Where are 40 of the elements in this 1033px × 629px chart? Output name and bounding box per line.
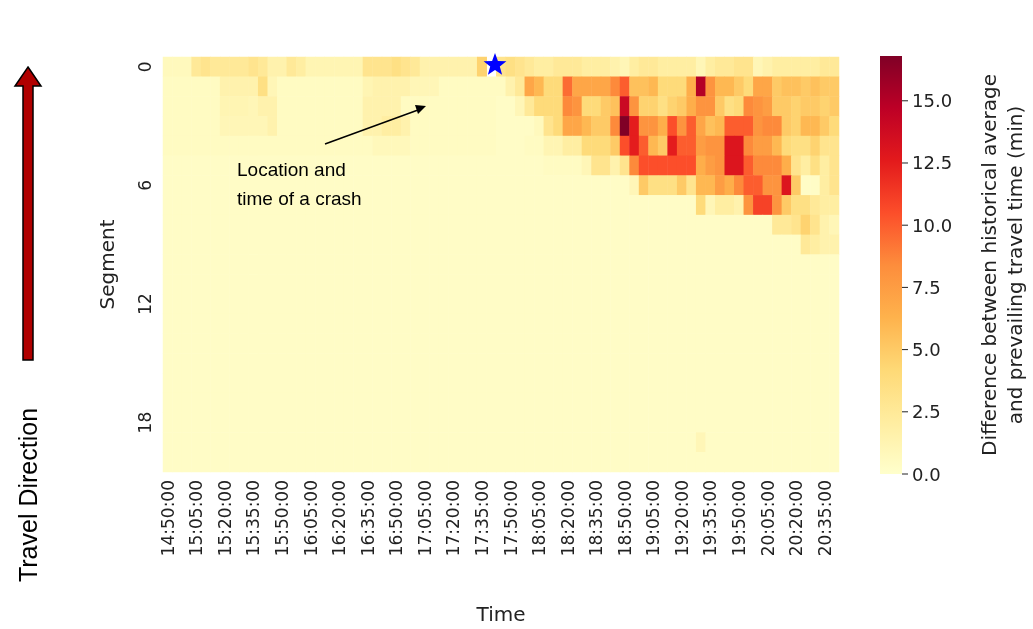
color-bar-label: 2.5 [912, 401, 941, 423]
color-bar-title: Difference between historical average and prevailing travel time (min) [977, 74, 1027, 456]
color-bar-label: 0.0 [912, 463, 941, 485]
x-tick-label: 19:20:00 [671, 480, 692, 557]
y-tick-label: 6 [134, 180, 155, 191]
x-tick-label: 19:05:00 [643, 480, 664, 557]
y-tick-label: 12 [134, 293, 155, 315]
x-tick-label: 20:35:00 [814, 480, 835, 557]
x-tick-label: 16:35:00 [357, 480, 378, 557]
x-tick-label: 17:50:00 [500, 480, 521, 557]
x-tick-label: 15:20:00 [214, 480, 235, 557]
color-bar-label: 15.0 [912, 90, 953, 112]
color-bar-label: 12.5 [912, 152, 953, 174]
y-axis-title: Segment [95, 219, 119, 310]
x-tick-label: 19:35:00 [700, 480, 721, 557]
x-tick-label: 17:05:00 [414, 480, 435, 557]
x-tick-label: 18:35:00 [586, 480, 607, 557]
x-tick-label: 14:50:00 [157, 480, 178, 557]
x-tick-label: 18:05:00 [529, 480, 550, 557]
x-tick-label: 17:20:00 [443, 480, 464, 557]
y-tick-label: 0 [134, 61, 155, 73]
x-tick-label: 20:20:00 [786, 480, 807, 557]
color-bar-label: 5.0 [912, 339, 941, 361]
x-axis-title: Time [475, 602, 526, 626]
x-tick-label: 19:50:00 [729, 480, 750, 557]
text: Travel Direction [14, 407, 42, 583]
x-tick-label: 20:05:00 [757, 480, 778, 557]
x-tick-label: 15:05:00 [186, 480, 207, 557]
x-tick-label: 15:50:00 [272, 480, 293, 557]
annotation: Location and time of a crash [237, 159, 362, 209]
color-bar-label: 7.5 [912, 276, 941, 298]
x-tick-label: 16:50:00 [386, 480, 407, 557]
y-tick-label: 18 [134, 411, 155, 434]
x-tick-label: 18:50:00 [614, 480, 635, 557]
x-tick-label: 18:20:00 [557, 480, 578, 557]
color-bar-label: 10.0 [912, 214, 953, 236]
x-tick-label: 17:35:00 [471, 480, 492, 557]
x-tick-label: 15:35:00 [243, 480, 264, 557]
x-tick-label: 16:05:00 [300, 480, 321, 557]
x-tick-label: 16:20:00 [329, 480, 350, 557]
